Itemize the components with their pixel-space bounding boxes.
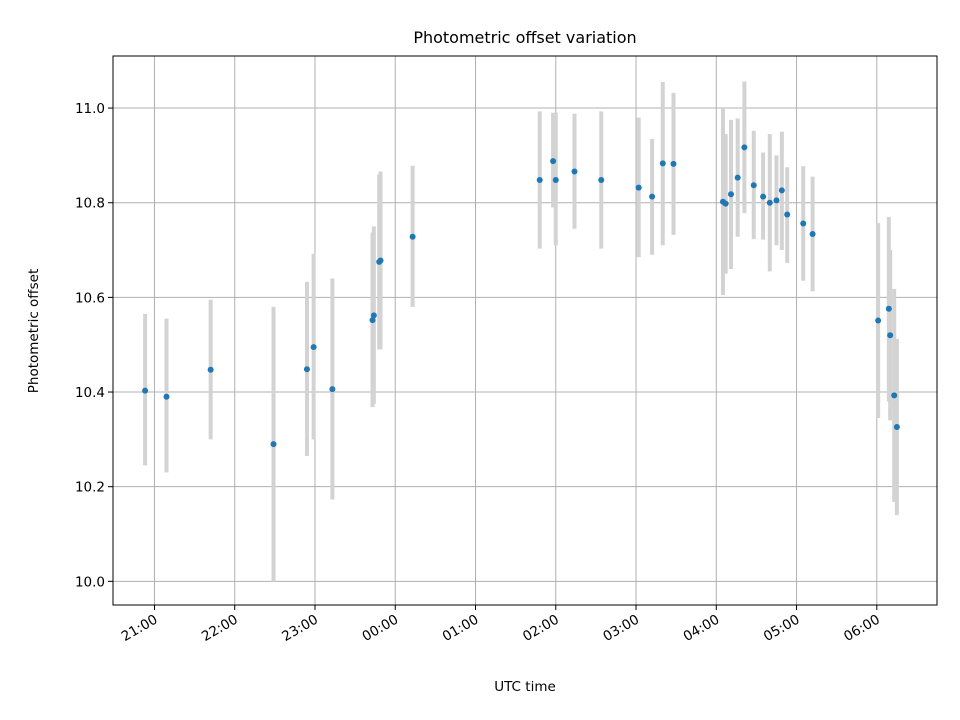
data-points: [142, 144, 900, 448]
data-point: [750, 182, 757, 189]
data-point: [370, 312, 377, 319]
x-axis-label: UTC time: [494, 679, 556, 695]
data-point: [722, 200, 729, 207]
grid: [113, 56, 937, 605]
data-point: [329, 386, 336, 393]
data-point: [598, 176, 605, 183]
data-point: [734, 174, 741, 181]
plot-frame: [112, 55, 938, 606]
data-point: [760, 193, 767, 200]
data-point: [550, 158, 557, 165]
y-tick-label: 10.8: [75, 196, 105, 212]
data-point: [875, 317, 882, 324]
data-point: [377, 257, 384, 264]
data-point: [571, 168, 578, 175]
data-point: [303, 366, 310, 373]
data-point: [728, 191, 734, 198]
chart-title: Photometric offset variation: [413, 28, 636, 47]
data-point: [659, 160, 666, 167]
data-point: [887, 332, 894, 339]
data-point: [536, 176, 543, 183]
data-point: [270, 441, 277, 448]
y-tick-label: 10.6: [75, 290, 105, 306]
data-point: [649, 193, 656, 200]
data-point: [773, 197, 780, 204]
y-tick-label: 10.4: [75, 385, 105, 401]
data-point: [310, 344, 317, 351]
data-point: [142, 387, 149, 394]
data-point: [800, 220, 807, 227]
y-axis: 10.0 10.2 10.4 10.6 10.8 11.0: [75, 101, 113, 590]
data-point: [784, 211, 791, 218]
data-point: [207, 366, 214, 373]
y-tick-label: 10.2: [75, 480, 105, 496]
data-point: [635, 184, 642, 191]
y-tick-label: 10.0: [75, 574, 105, 590]
y-tick-label: 11.0: [75, 101, 105, 117]
data-point: [885, 305, 892, 312]
data-point: [163, 393, 170, 400]
data-point: [369, 317, 376, 324]
data-point: [766, 199, 773, 206]
data-point: [670, 160, 677, 167]
data-point: [409, 233, 416, 240]
data-point: [891, 392, 898, 399]
data-point: [552, 176, 559, 183]
data-point: [809, 230, 816, 237]
data-point: [893, 424, 900, 431]
y-axis-label: Photometric offset: [26, 269, 42, 393]
data-point: [778, 187, 785, 194]
data-point: [741, 144, 748, 151]
